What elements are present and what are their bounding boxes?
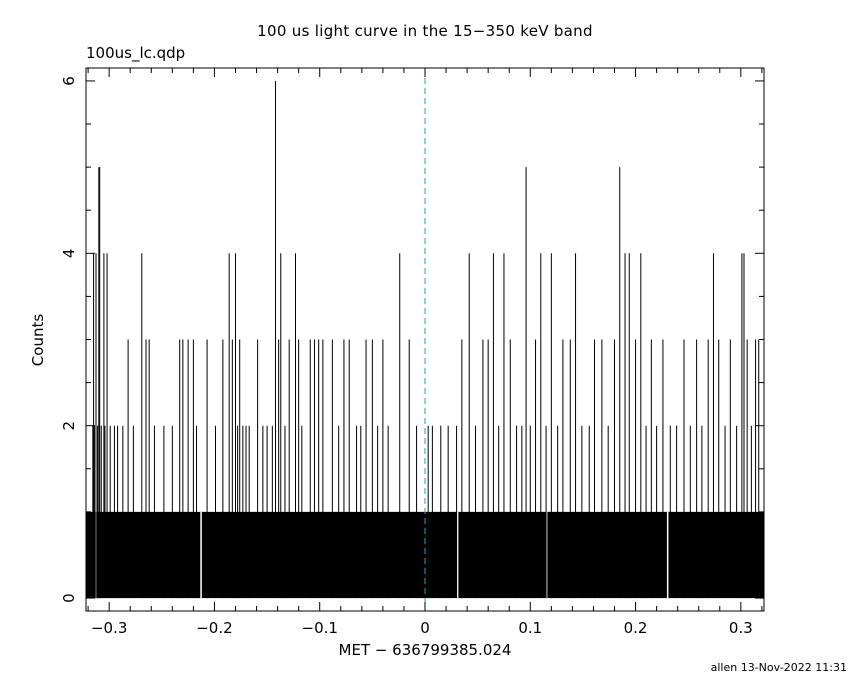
x-tick-label: −0.1: [302, 619, 338, 637]
y-tick-label: 4: [60, 249, 78, 259]
y-axis-label: Counts: [29, 314, 47, 367]
chart-title: 100 us light curve in the 15−350 keV ban…: [257, 22, 593, 40]
x-tick-label: 0.2: [624, 619, 648, 637]
x-tick-label: −0.2: [196, 619, 232, 637]
x-tick-label: 0.1: [518, 619, 542, 637]
ticks-layer: −0.3 −0.2 −0.1 0 0.1 0.2 0.3 0 2 4 6: [60, 68, 764, 637]
x-tick-label: 0: [420, 619, 430, 637]
footer-stamp: allen 13-Nov-2022 11:31: [710, 661, 847, 674]
y-tick-label: 2: [60, 421, 78, 431]
y-tick-label: 0: [60, 593, 78, 603]
chart-subtitle: 100us_lc.qdp: [86, 44, 186, 62]
x-tick-label: −0.3: [91, 619, 127, 637]
x-tick-label: 0.3: [729, 619, 753, 637]
y-tick-label: 6: [60, 76, 78, 86]
x-axis-label: MET − 636799385.024: [339, 641, 512, 659]
